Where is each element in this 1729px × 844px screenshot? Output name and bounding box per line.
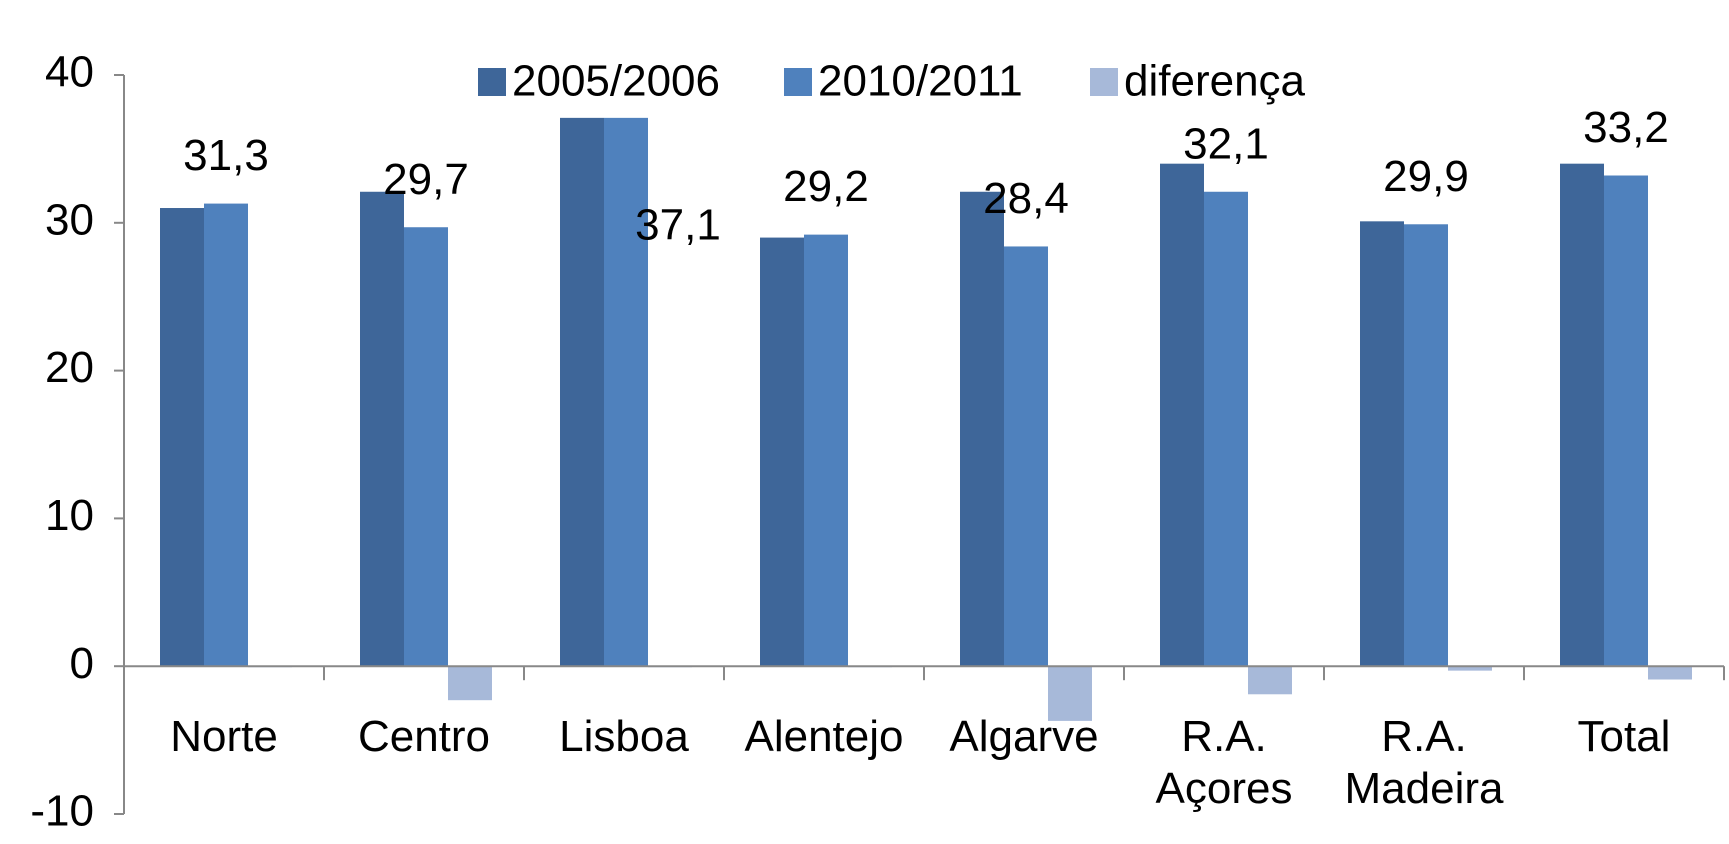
bar [1004,246,1048,667]
bar [560,117,604,667]
legend-swatch [784,68,812,96]
y-tick-label: 40 [45,48,94,97]
bar [960,191,1004,667]
bar [804,234,848,667]
x-tick-label: R.A. Madeira [1344,712,1504,814]
bar [1248,666,1292,695]
x-tick-label: Lisboa [559,712,689,762]
bar [1404,224,1448,667]
bar [1648,666,1692,680]
y-tick-label: -10 [30,787,94,836]
bar [404,227,448,667]
bar [1604,175,1648,667]
bar [1448,666,1492,671]
bar [360,191,404,667]
data-label: 37,1 [635,200,721,249]
bar [1048,666,1092,721]
data-label: 33,2 [1583,103,1669,152]
bar [604,117,648,667]
data-label: 28,4 [983,174,1069,223]
bar [1560,163,1604,667]
legend-label: 2010/2011 [818,57,1023,106]
x-tick-label: Norte [170,712,278,762]
legend-swatch [1090,68,1118,96]
y-tick-label: 20 [45,343,94,392]
x-tick-label: Algarve [949,712,1099,762]
bar [760,237,804,667]
data-label: 31,3 [183,131,269,180]
y-tick-label: 30 [45,195,94,244]
legend-label: diferença [1124,57,1306,106]
data-label: 32,1 [1183,119,1269,168]
legend-swatch [478,68,506,96]
bar [1360,221,1404,667]
bar [1160,163,1204,667]
legend-label: 2005/2006 [512,57,720,106]
x-tick-label: Total [1577,712,1671,762]
data-label: 29,9 [1383,152,1469,201]
x-tick-label: R.A. Açores [1155,712,1293,814]
y-tick-label: 10 [45,491,94,540]
bar [204,203,248,667]
bar [1204,191,1248,667]
bar [160,208,204,667]
data-label: 29,7 [383,155,469,204]
x-tick-label: Alentejo [744,712,904,762]
x-tick-label: Centro [357,712,491,762]
bar [448,666,492,701]
data-label: 29,2 [783,162,869,211]
y-tick-label: 0 [70,639,94,688]
